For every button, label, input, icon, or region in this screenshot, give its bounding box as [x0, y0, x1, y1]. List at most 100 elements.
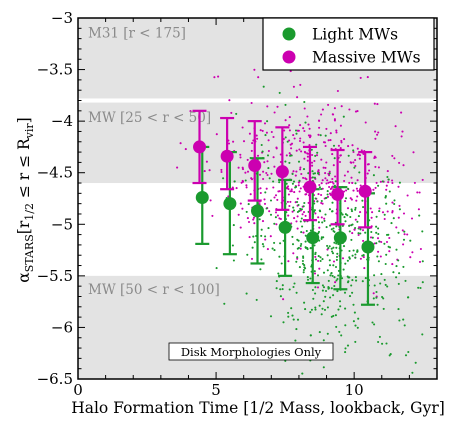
massive-sample-point [269, 235, 272, 238]
massive-sample-point [299, 166, 302, 169]
light-sample-point [281, 288, 284, 291]
massive-sample-point [320, 182, 323, 185]
light-sample-point [375, 225, 378, 228]
light-sample-point [382, 307, 385, 310]
massive-sample-point [209, 199, 212, 202]
light-sample-point [382, 297, 385, 300]
light-sample-point [329, 274, 332, 277]
light-sample-point [321, 284, 324, 287]
light-sample-point [295, 328, 298, 331]
massive-sample-point [359, 257, 362, 260]
massive-sample-point [250, 178, 254, 181]
light-sample-point [274, 216, 277, 219]
massive-median-point [275, 165, 289, 179]
light-sample-point [317, 172, 320, 175]
y-tick-label: −5 [51, 215, 73, 233]
massive-sample-point [242, 140, 246, 143]
y-tick-label: −3 [51, 9, 73, 27]
light-sample-point [296, 256, 299, 259]
light-sample-point [349, 215, 352, 219]
massive-sample-point [252, 218, 255, 221]
massive-sample-point [299, 168, 302, 171]
massive-sample-point [239, 156, 242, 159]
massive-sample-point [314, 255, 317, 258]
massive-sample-point [289, 190, 292, 193]
massive-sample-point [351, 144, 354, 147]
light-sample-point [314, 197, 317, 200]
legend: Light MWs Massive MWs [262, 17, 435, 71]
light-sample-point [233, 180, 236, 183]
light-sample-point [278, 91, 281, 94]
massive-sample-point [359, 76, 362, 79]
massive-sample-point [255, 134, 258, 137]
massive-sample-point [290, 188, 293, 191]
massive-sample-point [263, 122, 267, 125]
light-sample-point [376, 303, 379, 306]
light-sample-point [342, 268, 345, 271]
massive-sample-point [406, 194, 409, 197]
massive-sample-point [363, 267, 366, 270]
massive-sample-point [324, 166, 327, 169]
light-sample-point [414, 361, 417, 364]
light-sample-point [388, 190, 391, 193]
massive-sample-point [246, 158, 249, 161]
light-sample-point [378, 335, 381, 338]
light-sample-point [340, 334, 343, 337]
massive-sample-point [250, 149, 253, 152]
massive-sample-point [356, 110, 359, 113]
light-sample-point [307, 172, 310, 175]
massive-sample-point [259, 191, 262, 195]
light-sample-point [359, 228, 362, 231]
massive-sample-point [317, 169, 320, 172]
light-sample-point [397, 282, 400, 285]
light-sample-point [353, 166, 356, 169]
light-sample-point [332, 264, 335, 267]
light-sample-point [281, 284, 284, 287]
light-sample-point [377, 227, 380, 230]
y-label-alpha: α [15, 272, 33, 283]
light-sample-point [350, 224, 353, 227]
massive-sample-point [241, 179, 244, 182]
light-sample-point [300, 208, 303, 211]
massive-sample-point [292, 252, 295, 255]
light-sample-point [331, 274, 334, 277]
massive-sample-point [253, 222, 256, 225]
light-sample-point [266, 120, 269, 123]
light-sample-point [313, 176, 316, 179]
light-sample-point [362, 206, 365, 209]
massive-sample-point [311, 164, 314, 167]
light-sample-point [351, 254, 354, 257]
light-sample-point [309, 311, 312, 314]
light-sample-point [260, 234, 263, 237]
light-sample-point [348, 224, 351, 227]
massive-sample-point [261, 129, 264, 132]
massive-sample-point [328, 170, 331, 173]
light-sample-point [328, 259, 331, 262]
massive-sample-point [385, 188, 388, 191]
massive-sample-point [355, 199, 358, 202]
light-sample-point [324, 213, 327, 216]
light-sample-point [244, 179, 247, 182]
light-sample-point [266, 154, 270, 157]
massive-sample-point [406, 233, 409, 236]
light-sample-point [279, 295, 282, 298]
massive-sample-point [321, 179, 324, 182]
massive-sample-point [289, 200, 292, 203]
light-sample-point [343, 291, 347, 294]
massive-sample-point [369, 236, 373, 239]
y-label-close: ] [15, 117, 33, 123]
massive-sample-point [374, 165, 377, 168]
light-sample-point [292, 206, 295, 209]
massive-sample-point [299, 247, 302, 250]
light-sample-point [329, 296, 332, 299]
light-sample-point [334, 265, 338, 269]
light-sample-point [284, 160, 287, 163]
massive-sample-point [310, 161, 314, 164]
massive-sample-point [262, 177, 265, 181]
light-sample-point [301, 225, 304, 228]
light-sample-point [311, 170, 314, 173]
massive-sample-point [302, 141, 305, 144]
massive-sample-point [339, 154, 342, 157]
massive-sample-point [296, 96, 299, 99]
light-sample-point [344, 347, 347, 350]
